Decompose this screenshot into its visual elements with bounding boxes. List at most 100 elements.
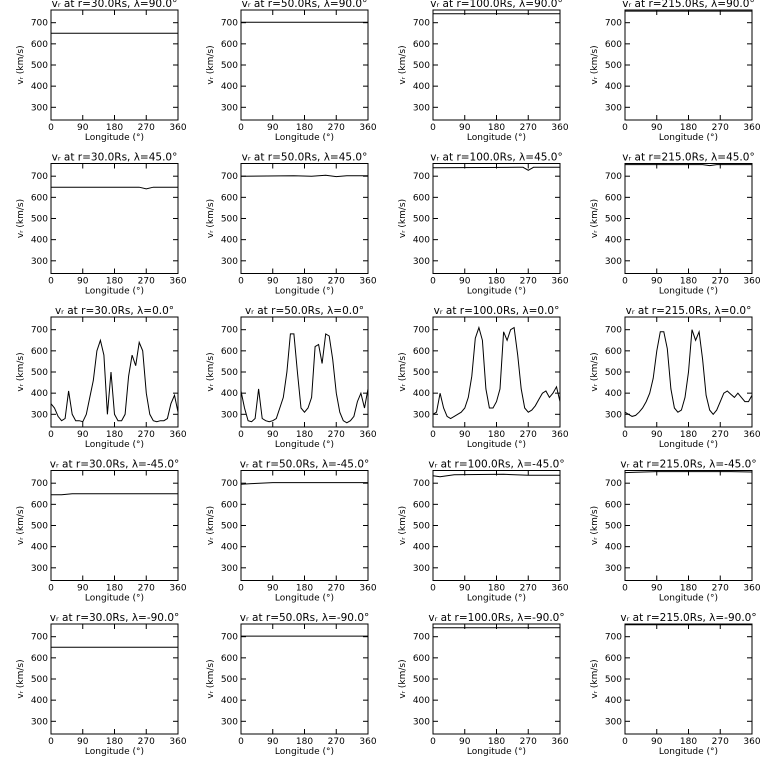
y-tick-label: 400: [221, 389, 238, 399]
x-tick-label: 270: [520, 430, 537, 440]
x-axis-label: Longitude (°): [467, 594, 526, 604]
y-tick-label: 300: [605, 257, 622, 267]
x-tick-label: 0: [622, 584, 628, 594]
y-tick-label: 500: [605, 61, 622, 71]
x-tick-label: 270: [138, 584, 155, 594]
y-tick-label: 400: [605, 389, 622, 399]
x-tick-label: 360: [551, 430, 568, 440]
panel: vᵣ at r=215.0Rs, λ=-45.0° Longitude (°) vᵣ…: [590, 459, 761, 604]
x-axis-label: Longitude (°): [275, 747, 334, 757]
x-tick-label: 180: [488, 430, 505, 440]
y-axis-label: vᵣ (km/s): [16, 506, 26, 545]
y-tick-label: 300: [31, 410, 48, 420]
panel: vᵣ at r=215.0Rs, λ=-90.0° Longitude (°) vᵣ…: [590, 612, 761, 757]
y-tick-label: 500: [31, 522, 48, 532]
y-tick-label: 700: [605, 19, 622, 29]
panel-title: vᵣ at r=50.0Rs, λ=90.0°: [242, 0, 368, 10]
y-tick-label: 600: [413, 193, 430, 203]
y-tick-label: 500: [413, 675, 430, 685]
y-tick-label: 300: [605, 564, 622, 574]
panel: vᵣ at r=30.0Rs, λ=90.0° Longitude (°) vᵣ (…: [16, 0, 187, 143]
x-tick-label: 360: [743, 277, 760, 287]
y-tick-label: 600: [221, 347, 238, 357]
x-tick-label: 90: [651, 277, 663, 287]
x-tick-label: 0: [622, 123, 628, 133]
y-tick-label: 600: [413, 40, 430, 50]
y-tick-label: 700: [221, 326, 238, 336]
x-axis-label: Longitude (°): [467, 287, 526, 297]
plot-frame: [50, 163, 179, 274]
y-tick-label: 300: [221, 564, 238, 574]
x-tick-label: 180: [296, 430, 313, 440]
y-tick-label: 600: [413, 654, 430, 664]
y-tick-label: 300: [413, 257, 430, 267]
data-line: [624, 471, 753, 474]
y-tick-label: 600: [31, 500, 48, 510]
y-tick-label: 700: [413, 326, 430, 336]
panel-title: vᵣ at r=215.0Rs, λ=-90.0°: [620, 612, 756, 624]
x-tick-label: 90: [459, 430, 471, 440]
x-tick-label: 180: [488, 123, 505, 133]
y-tick-label: 400: [605, 236, 622, 246]
panel: vᵣ at r=30.0Rs, λ=0.0° Longitude (°) vᵣ (k…: [16, 305, 187, 450]
x-axis-label: Longitude (°): [275, 594, 334, 604]
x-axis-label: Longitude (°): [85, 747, 144, 757]
x-tick-label: 90: [459, 277, 471, 287]
panel-title: vᵣ at r=30.0Rs, λ=90.0°: [52, 0, 178, 10]
panel-title: vᵣ at r=30.0Rs, λ=0.0°: [55, 305, 174, 317]
panel: vᵣ at r=30.0Rs, λ=-45.0° Longitude (°) vᵣ …: [16, 459, 187, 604]
panel-title: vᵣ at r=100.0Rs, λ=0.0°: [434, 305, 560, 317]
y-tick-label: 400: [605, 543, 622, 553]
x-tick-label: 360: [169, 737, 186, 747]
y-tick-label: 300: [221, 717, 238, 727]
y-tick-label: 600: [31, 347, 48, 357]
panel-title: vᵣ at r=100.0Rs, λ=90.0°: [430, 0, 562, 10]
y-axis-label: vᵣ (km/s): [398, 199, 408, 238]
plot-frame: [432, 163, 561, 274]
x-tick-label: 270: [138, 123, 155, 133]
y-tick-label: 400: [31, 543, 48, 553]
y-tick-label: 500: [31, 215, 48, 225]
plot-frame: [624, 470, 753, 581]
x-tick-label: 360: [743, 430, 760, 440]
panel-title: vᵣ at r=215.0Rs, λ=0.0°: [626, 305, 752, 317]
x-tick-label: 180: [106, 737, 123, 747]
y-axis-label: vᵣ (km/s): [16, 659, 26, 698]
panel-title: vᵣ at r=100.0Rs, λ=-45.0°: [428, 459, 564, 471]
x-tick-label: 360: [169, 430, 186, 440]
x-tick-label: 90: [77, 584, 89, 594]
y-axis-label: vᵣ (km/s): [398, 45, 408, 84]
x-tick-label: 0: [48, 123, 54, 133]
data-line: [51, 493, 178, 496]
y-axis-label: vᵣ (km/s): [398, 506, 408, 545]
x-axis-label: Longitude (°): [275, 440, 334, 450]
x-tick-label: 0: [430, 584, 436, 594]
panel: vᵣ at r=50.0Rs, λ=90.0° Longitude (°) vᵣ (…: [206, 0, 377, 143]
x-tick-label: 270: [138, 277, 155, 287]
x-tick-label: 360: [169, 123, 186, 133]
y-tick-label: 700: [31, 479, 48, 489]
y-tick-label: 300: [413, 564, 430, 574]
plot-frame: [240, 9, 369, 121]
x-tick-label: 360: [743, 584, 760, 594]
y-tick-label: 400: [31, 389, 48, 399]
y-tick-label: 600: [221, 654, 238, 664]
x-tick-label: 180: [488, 584, 505, 594]
y-tick-label: 300: [605, 717, 622, 727]
x-axis-label: Longitude (°): [467, 747, 526, 757]
y-tick-label: 400: [221, 696, 238, 706]
data-line: [240, 482, 368, 485]
x-tick-label: 90: [267, 737, 279, 747]
y-tick-label: 300: [31, 103, 48, 113]
panel-title: vᵣ at r=215.0Rs, λ=-45.0°: [620, 459, 756, 471]
y-tick-label: 600: [605, 40, 622, 50]
panel: vᵣ at r=100.0Rs, λ=-90.0° Longitude (°) vᵣ…: [398, 612, 569, 757]
y-tick-label: 300: [221, 410, 238, 420]
y-tick-label: 600: [31, 193, 48, 203]
y-axis-label: vᵣ (km/s): [206, 506, 216, 545]
x-tick-label: 270: [712, 430, 729, 440]
plot-frame: [432, 316, 561, 428]
x-tick-label: 0: [622, 277, 628, 287]
y-tick-label: 700: [413, 19, 430, 29]
x-tick-label: 180: [680, 123, 697, 133]
